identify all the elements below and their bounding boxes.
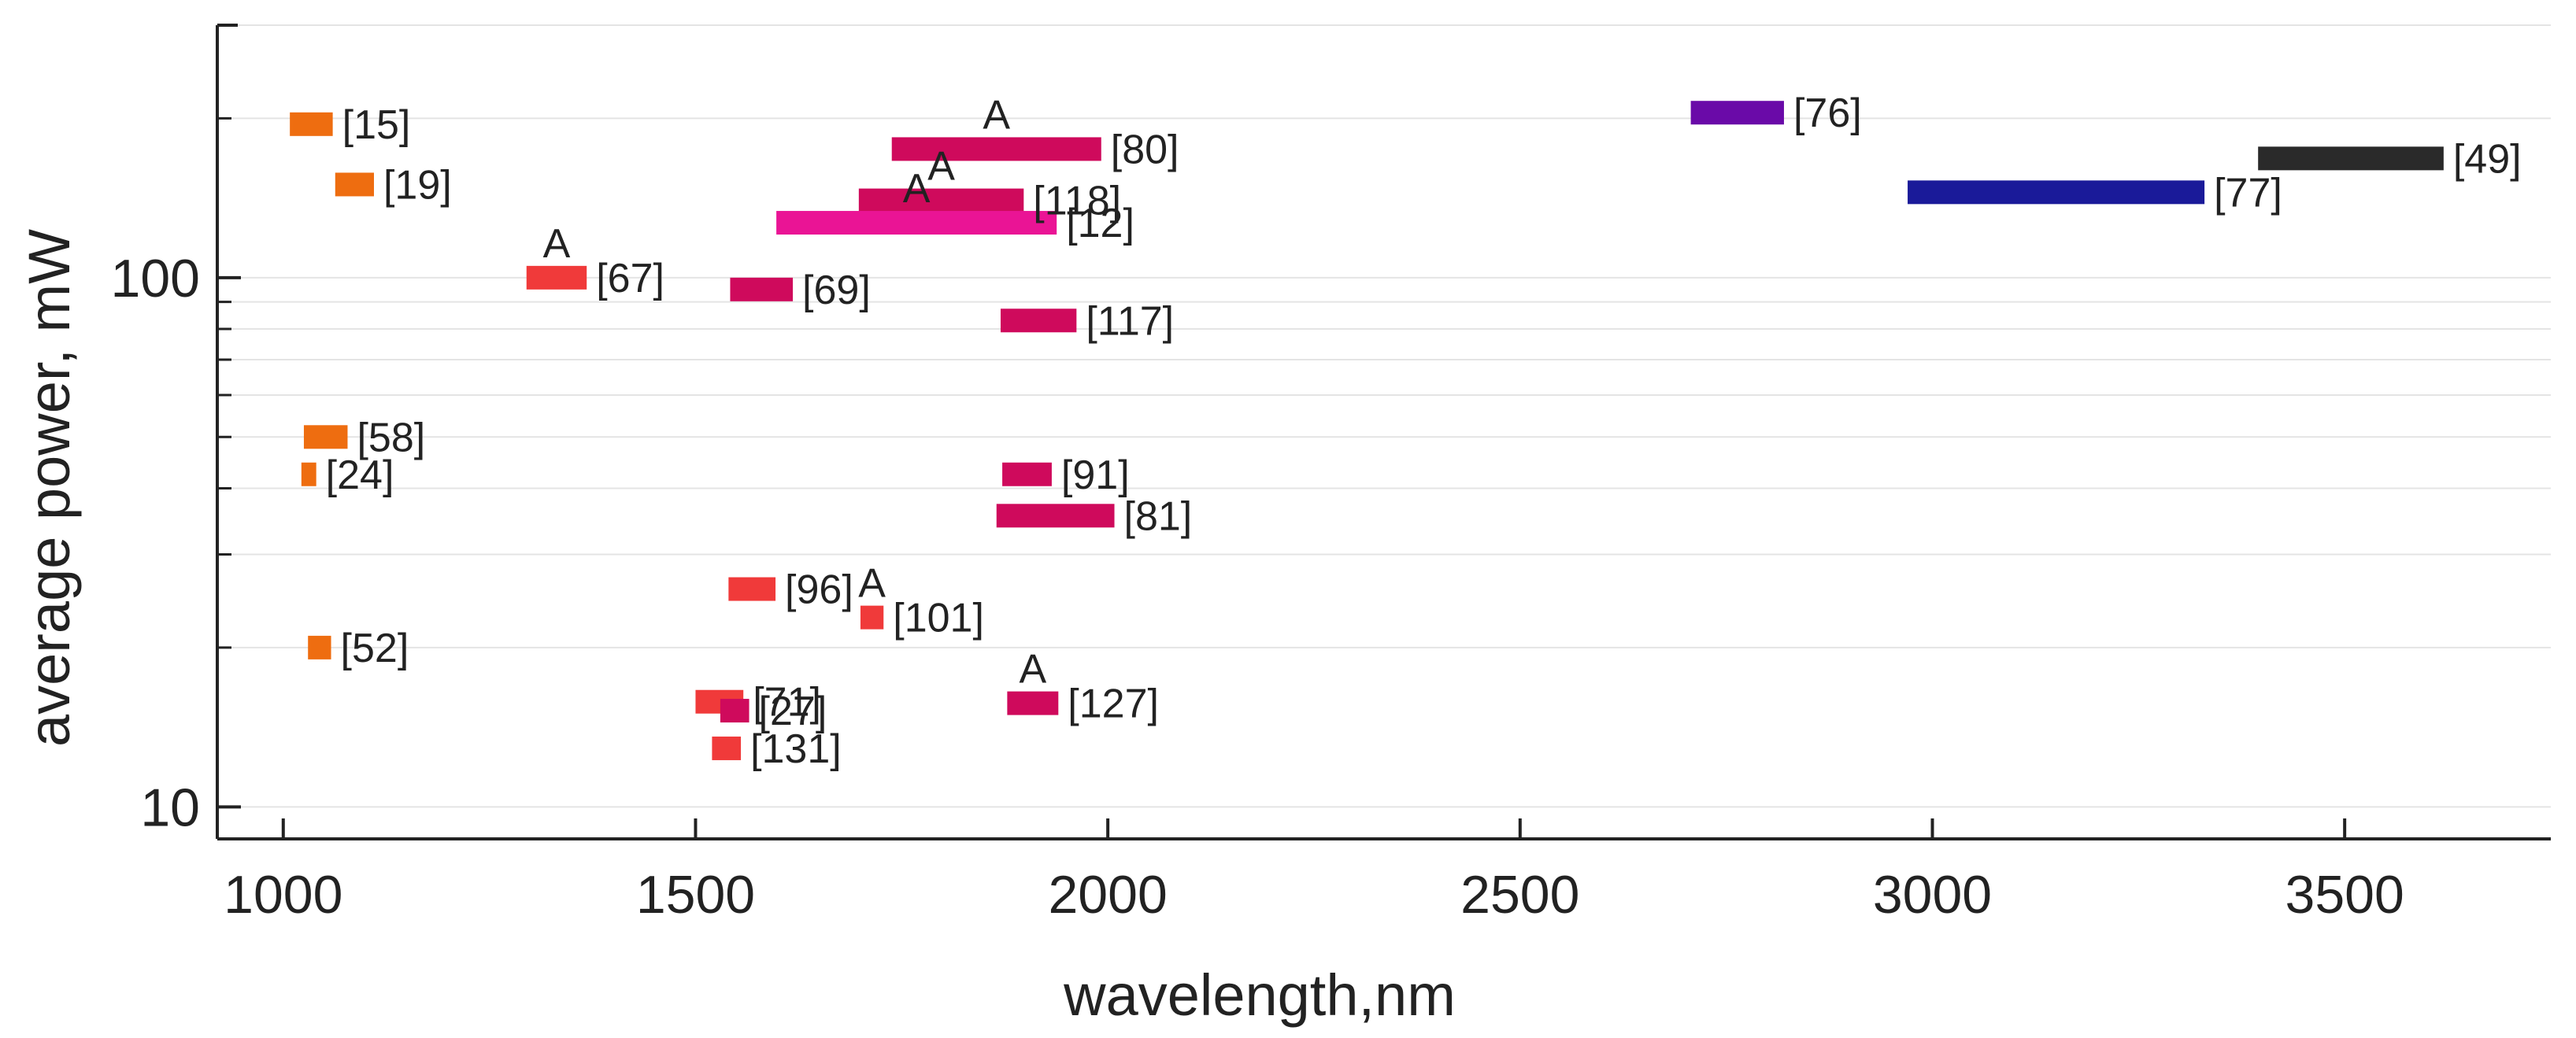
bar-label: [76] bbox=[1793, 91, 1862, 136]
x-tick-label: 3500 bbox=[2285, 865, 2404, 925]
bar-label: [24] bbox=[326, 453, 394, 498]
bar-81 bbox=[996, 504, 1115, 528]
x-tick-label: 1000 bbox=[224, 865, 342, 925]
bar-91 bbox=[1002, 462, 1052, 486]
y-tick-label: 100 bbox=[111, 249, 200, 308]
bar-label: [19] bbox=[383, 162, 452, 208]
x-tick-label: 2000 bbox=[1048, 865, 1167, 925]
bar-117 bbox=[1000, 308, 1077, 333]
bar-12 bbox=[776, 211, 1057, 235]
bar-annotation: A bbox=[858, 561, 886, 607]
bar-annotation: A bbox=[1019, 647, 1046, 693]
axes: 10 100 1000 1500 2000 2500 3000 3500 bbox=[111, 24, 2551, 925]
x-axis-title: wavelength,nm bbox=[1063, 962, 1456, 1028]
bar-label: [15] bbox=[342, 102, 411, 148]
bar-label: [131] bbox=[750, 726, 842, 772]
bar-52 bbox=[308, 635, 331, 659]
bar-label: [49] bbox=[2453, 136, 2522, 182]
bar-annotation: A bbox=[983, 92, 1010, 138]
bar-24 bbox=[301, 462, 316, 486]
bar-67 bbox=[526, 265, 587, 290]
bar-76 bbox=[1690, 101, 1784, 125]
bar-96 bbox=[728, 577, 776, 601]
bar-label: [81] bbox=[1124, 493, 1193, 539]
bar-label: [127] bbox=[1068, 682, 1159, 727]
bar-label: [118] bbox=[1033, 179, 1121, 224]
bar-labels: [15] [19] [67] A [69] [80] A [118] A [12] A [117] [5… bbox=[326, 91, 2522, 772]
gridlines bbox=[217, 24, 2551, 808]
bars bbox=[290, 101, 2444, 760]
bar-label: [71] bbox=[753, 680, 821, 726]
bar-label: [80] bbox=[1111, 127, 1179, 172]
x-tick-label: 1500 bbox=[636, 865, 755, 925]
bar-label: [69] bbox=[802, 268, 871, 313]
bar-27 bbox=[720, 699, 749, 723]
bar-label: [67] bbox=[596, 256, 664, 301]
bar-101 bbox=[860, 605, 884, 630]
bar-49 bbox=[2258, 146, 2444, 171]
bar-127 bbox=[1007, 691, 1059, 715]
bar-15 bbox=[290, 112, 333, 136]
bar-label: [12] bbox=[1066, 201, 1134, 246]
bar-69 bbox=[730, 277, 794, 301]
bar-label: [58] bbox=[357, 415, 425, 460]
y-tick-label: 10 bbox=[140, 778, 200, 837]
y-axis-title: average power, mW bbox=[17, 229, 82, 747]
bar-annotation: A bbox=[903, 166, 931, 212]
bar-58 bbox=[303, 425, 348, 449]
bar-77 bbox=[1908, 180, 2205, 205]
bar-label: [52] bbox=[341, 626, 409, 671]
bar-label: [77] bbox=[2214, 170, 2282, 216]
bar-label: [117] bbox=[1086, 298, 1174, 344]
bar-19 bbox=[335, 172, 374, 197]
x-tick-label: 2500 bbox=[1460, 865, 1579, 925]
bar-label: [27] bbox=[759, 689, 827, 734]
bar-label: [101] bbox=[893, 596, 984, 641]
bar-annotation: A bbox=[927, 144, 955, 190]
bar-annotation: A bbox=[543, 221, 571, 267]
bar-131 bbox=[712, 736, 742, 760]
bar-118 bbox=[858, 188, 1024, 212]
bar-80 bbox=[891, 137, 1101, 161]
bar-label: [96] bbox=[785, 567, 853, 613]
bar-label: [91] bbox=[1061, 453, 1130, 498]
x-tick-label: 3000 bbox=[1873, 865, 1992, 925]
